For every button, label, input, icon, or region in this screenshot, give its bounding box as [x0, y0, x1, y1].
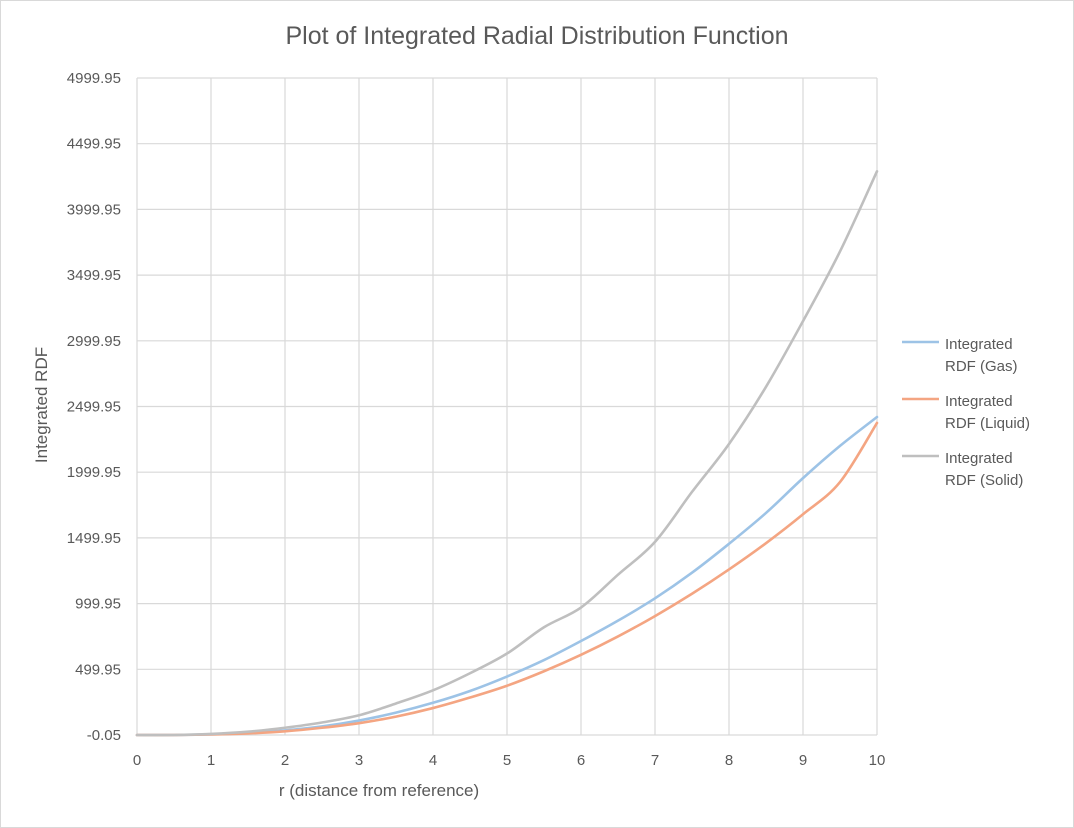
y-tick-label: 3499.95	[67, 267, 121, 284]
y-axis-title: Integrated RDF	[32, 347, 51, 463]
series-lines	[135, 169, 879, 737]
gridlines	[136, 77, 878, 736]
x-axis-title: r (distance from reference)	[279, 781, 479, 800]
x-tick-label: 2	[281, 752, 289, 769]
y-tick-label: 4499.95	[67, 136, 121, 153]
x-tick-label: 7	[651, 752, 659, 769]
x-tick-label: 5	[503, 752, 511, 769]
y-tick-label: 1999.95	[67, 464, 121, 481]
x-tick-label: 9	[799, 752, 807, 769]
y-tick-label: 499.95	[75, 661, 121, 678]
x-tick-label: 8	[725, 752, 733, 769]
x-tick-label: 3	[355, 752, 363, 769]
legend-label-2: Integrated RDF (Solid)	[945, 450, 1023, 489]
y-tick-label: 2499.95	[67, 399, 121, 416]
y-tick-label: 1499.95	[67, 530, 121, 547]
legend-label-1: Integrated RDF (Liquid)	[945, 393, 1030, 432]
y-tick-label: 999.95	[75, 596, 121, 613]
y-tick-label: 2999.95	[67, 333, 121, 350]
y-tick-label: 3999.95	[67, 201, 121, 218]
y-axis-ticks: -0.05 499.95 999.95 1499.95 1999.95 2499.95 29…	[67, 70, 121, 744]
chart-title: Plot of Integrated Radial Distribution F…	[285, 22, 788, 50]
x-tick-label: 0	[133, 752, 141, 769]
x-tick-label: 4	[429, 752, 437, 769]
legend-label-0: Integrated RDF (Gas)	[945, 336, 1018, 375]
x-axis-ticks: 0 1 2 3 4 5 6 7 8 9 10	[133, 752, 886, 769]
y-tick-label: -0.05	[87, 727, 121, 744]
series-line-1	[135, 421, 879, 737]
x-tick-label: 6	[577, 752, 585, 769]
x-tick-label: 1	[207, 752, 215, 769]
x-tick-label: 10	[869, 752, 886, 769]
legend: Integrated RDF (Gas) Integrated RDF (Liquid…	[902, 336, 1030, 489]
series-line-2	[135, 169, 879, 737]
y-tick-label: 4999.95	[67, 70, 121, 87]
